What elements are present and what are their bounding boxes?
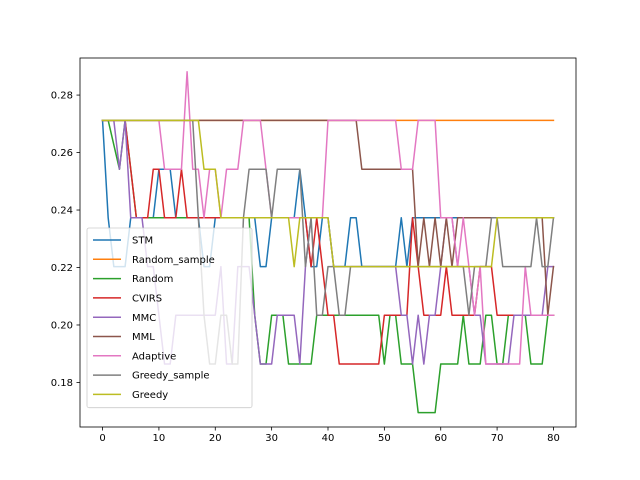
x-tick-label: 50 — [378, 433, 391, 444]
legend-label: CVIRS — [132, 294, 162, 305]
y-tick-label: 0.28 — [51, 91, 73, 102]
y-tick-label: 0.22 — [51, 263, 73, 274]
y-tick-label: 0.24 — [51, 206, 73, 217]
series-line-greedy — [101, 119, 555, 268]
series-lines — [101, 71, 555, 414]
x-tick-label: 10 — [153, 433, 166, 444]
legend-label: STM — [132, 236, 153, 247]
legend-label: Greedy — [132, 390, 168, 401]
x-tick-label: 60 — [434, 433, 447, 444]
series-line-adaptive — [101, 71, 555, 365]
x-axis: 0 10 20 30 40 50 60 70 80 — [99, 427, 560, 444]
legend-label: MMC — [132, 313, 156, 324]
legend-box — [86, 227, 253, 409]
legend-label: MML — [132, 332, 155, 343]
legend-label: Adaptive — [132, 351, 176, 362]
legend-label: Random — [132, 274, 173, 285]
legend-label: Random_sample — [132, 255, 215, 266]
y-axis: 0.18 0.20 0.22 0.24 0.26 0.28 — [51, 91, 80, 389]
y-tick-label: 0.18 — [51, 378, 73, 389]
x-tick-label: 30 — [265, 433, 278, 444]
legend-label: Greedy_sample — [132, 371, 210, 382]
y-tick-label: 0.20 — [51, 320, 73, 331]
x-tick-label: 0 — [99, 433, 105, 444]
x-tick-label: 70 — [491, 433, 504, 444]
x-tick-label: 20 — [209, 433, 222, 444]
x-tick-label: 80 — [547, 433, 560, 444]
x-tick-label: 40 — [322, 433, 335, 444]
y-tick-label: 0.26 — [51, 148, 73, 159]
legend: STM Random_sample Random CVIRS MMC MML Adaptiv… — [86, 227, 253, 409]
